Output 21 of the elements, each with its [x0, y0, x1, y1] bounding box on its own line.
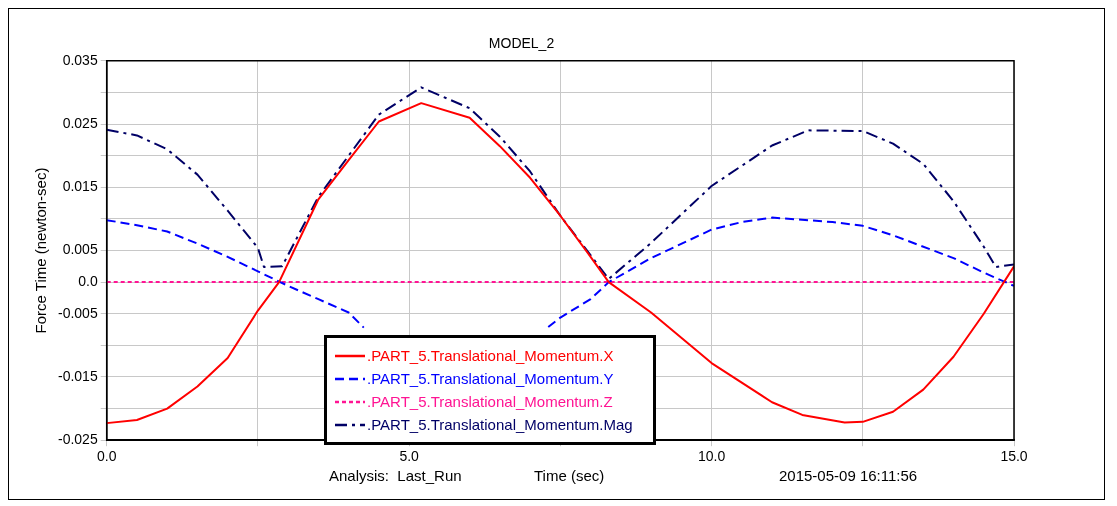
x-tick-label: 15.0	[1000, 448, 1028, 465]
legend-label: .PART_5.Translational_Momentum.X	[367, 346, 614, 366]
y-tick-label: -0.005	[57, 304, 98, 321]
y-axis-title: Force Time (newton-sec)	[32, 167, 50, 334]
text: Analysis: Last_Run	[329, 467, 462, 484]
x-tick-label: 5.0	[399, 448, 420, 465]
chart-title: MODEL_2	[488, 35, 555, 52]
x-tick-label: 10.0	[697, 448, 726, 465]
legend-label: .PART_5.Translational_Momentum.Mag	[367, 415, 633, 435]
y-tick-label: 0.015	[62, 178, 98, 195]
y-tick-label: 0.035	[62, 51, 98, 68]
y-tick-label: 0.025	[62, 114, 98, 131]
x-axis-title: Time (sec)	[534, 467, 605, 484]
y-tick-label: 0.0	[78, 272, 98, 289]
legend-label: .PART_5.Translational_Momentum.Y	[367, 369, 614, 389]
legend-label: .PART_5.Translational_Momentum.Z	[367, 392, 613, 412]
y-tick-label: -0.025	[57, 431, 98, 448]
y-tick-label: -0.015	[57, 367, 98, 384]
text: 2015-05-09 16:11:56	[779, 467, 918, 484]
y-tick-label: 0.005	[62, 241, 98, 258]
x-tick-label: 0.0	[96, 448, 117, 465]
